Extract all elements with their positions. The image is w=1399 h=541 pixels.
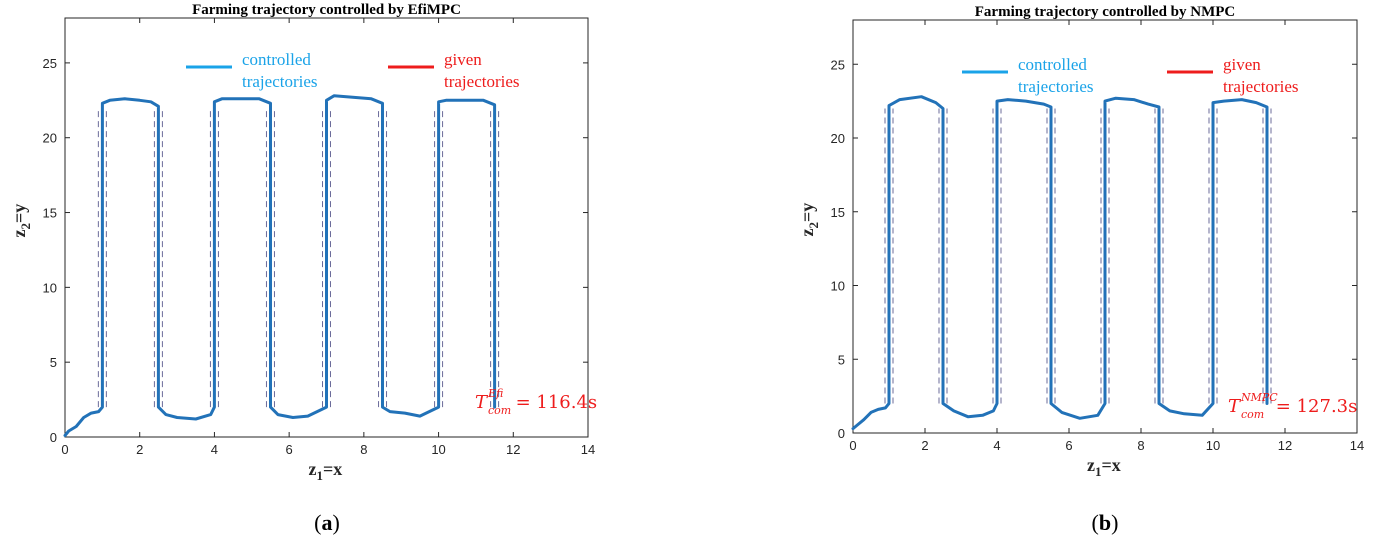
annotation-symbol: T	[1228, 396, 1242, 417]
x-tick-label: 0	[61, 442, 68, 457]
legend-label-line2: trajectories	[444, 72, 520, 91]
x-tick-label: 0	[849, 438, 856, 453]
x-axis-label: z1=x	[309, 459, 343, 483]
y-tick-label: 25	[43, 56, 57, 71]
x-tick-label: 14	[581, 442, 595, 457]
legend-label-line1: given	[1223, 55, 1261, 74]
panel-caption: (a)	[314, 510, 340, 535]
annotation-subscript: com	[488, 404, 511, 417]
legend-label-line2: trajectories	[1018, 77, 1094, 96]
legend-label-line1: given	[444, 50, 482, 69]
annotation-superscript: Efi	[487, 387, 503, 400]
chart-title: Farming trajectory controlled by EfiMPC	[192, 2, 461, 18]
x-tick-label: 8	[360, 442, 367, 457]
y-tick-label: 10	[831, 279, 845, 294]
legend-label-line1: controlled	[242, 50, 311, 69]
chart-panel-b: Farming trajectory controlled by NMPC 0 2 4…	[797, 4, 1364, 535]
y-tick-label: 20	[43, 131, 57, 146]
x-tick-label: 10	[1206, 438, 1220, 453]
annotation-superscript: NMPC	[1240, 391, 1278, 404]
annotation-value: = 116.4s	[516, 392, 598, 413]
annotation-symbol: T	[475, 392, 489, 413]
x-tick-label: 12	[1278, 438, 1292, 453]
x-tick-label: 12	[506, 442, 520, 457]
y-tick-label: 15	[43, 206, 57, 221]
y-tick-label: 5	[50, 355, 57, 370]
x-tick-label: 2	[921, 438, 928, 453]
controlled-trajectory-line	[63, 94, 497, 437]
y-tick-label: 20	[831, 131, 845, 146]
y-axis-label: z2=y	[9, 204, 33, 238]
chart-title: Farming trajectory controlled by NMPC	[975, 4, 1236, 20]
annotation-subscript: com	[1241, 408, 1264, 421]
y-tick-label: 15	[831, 205, 845, 220]
y-tick-label: 0	[838, 426, 845, 441]
x-tick-label: 4	[993, 438, 1000, 453]
y-axis-label: z2=y	[797, 203, 821, 237]
x-tick-label: 8	[1137, 438, 1144, 453]
chart-panel-a: Farming trajectory controlled by EfiMPC 0…	[9, 2, 597, 535]
y-tick-label: 5	[838, 352, 845, 367]
x-tick-label: 2	[136, 442, 143, 457]
legend-label-line1: controlled	[1018, 55, 1087, 74]
annotation-value: = 127.3s	[1276, 396, 1358, 417]
x-tick-label: 6	[286, 442, 293, 457]
plot-area-frame	[64, 17, 589, 438]
y-tick-label: 10	[43, 280, 57, 295]
x-tick-label: 14	[1350, 438, 1364, 453]
legend-label-line2: trajectories	[242, 72, 318, 91]
x-tick-label: 6	[1065, 438, 1072, 453]
y-tick-label: 0	[50, 430, 57, 445]
x-tick-label: 4	[211, 442, 218, 457]
x-tick-label: 10	[431, 442, 445, 457]
y-tick-label: 25	[831, 57, 845, 72]
panel-caption: (b)	[1092, 510, 1119, 535]
controlled-trajectory-line	[851, 95, 1269, 431]
plot-area-frame	[852, 19, 1358, 434]
legend-label-line2: trajectories	[1223, 77, 1299, 96]
x-axis-label: z1=x	[1087, 455, 1121, 479]
